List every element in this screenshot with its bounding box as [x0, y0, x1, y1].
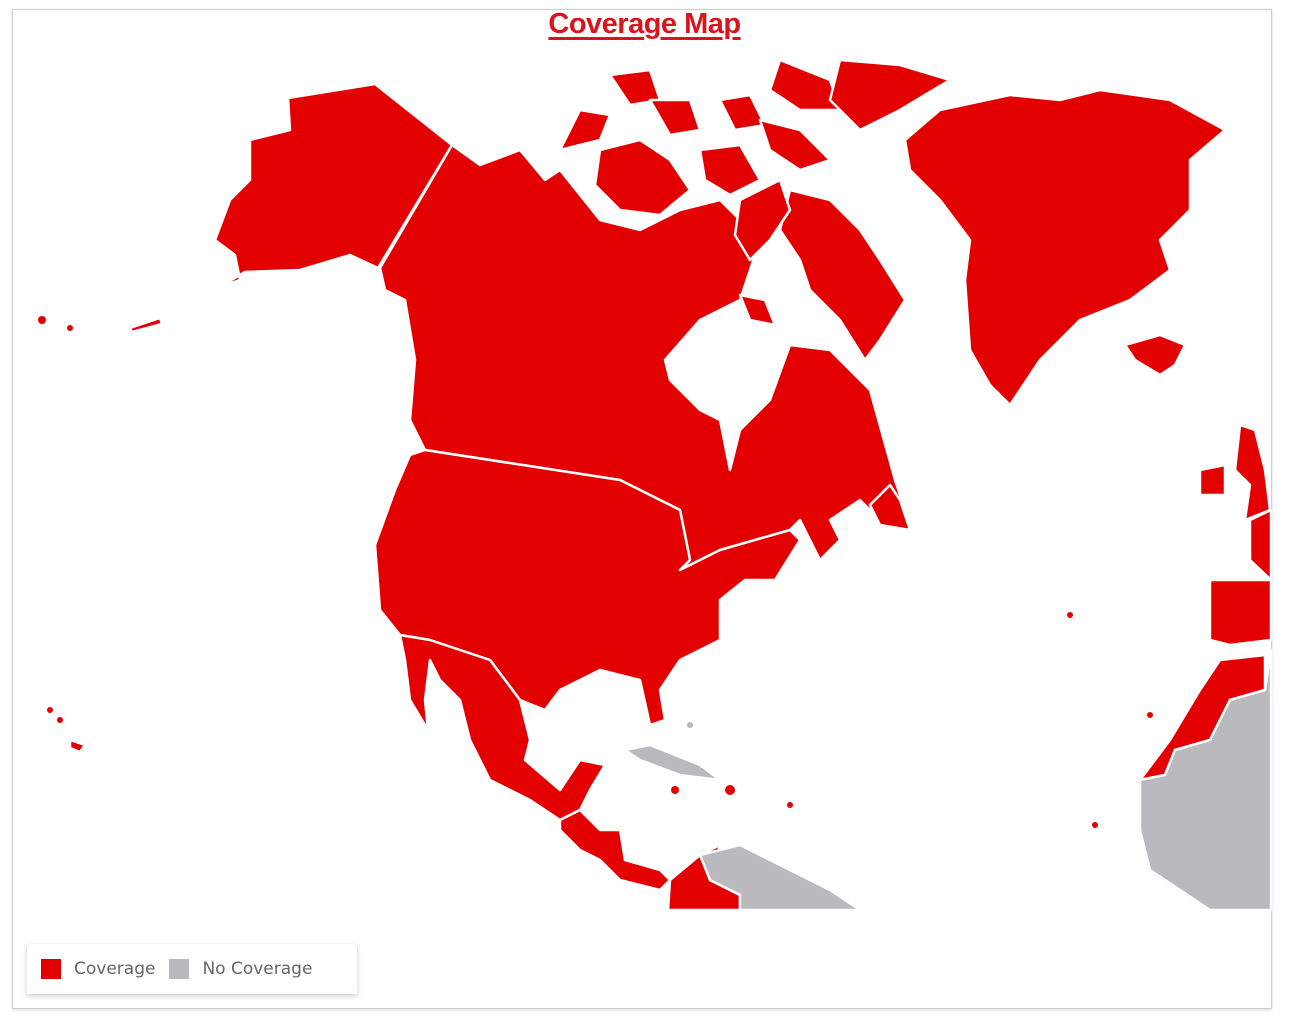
region-central-america[interactable]: [558, 808, 672, 892]
legend-swatch-no-coverage: [169, 959, 190, 979]
region-arctic-island[interactable]: [558, 108, 612, 152]
region-arctic-island[interactable]: [593, 138, 692, 217]
region-island: [38, 316, 46, 324]
region-bahamas: [687, 722, 693, 728]
region-arctic-island[interactable]: [758, 118, 832, 172]
region-united-kingdom[interactable]: [1233, 423, 1272, 522]
region-island: [67, 325, 73, 331]
region-aleutian[interactable]: [128, 316, 164, 334]
region-island: [57, 717, 63, 723]
legend-label-coverage[interactable]: Coverage: [74, 959, 156, 979]
region-island: [1092, 822, 1098, 828]
region-baffin-island[interactable]: [778, 188, 907, 362]
region-west-africa[interactable]: [1138, 648, 1273, 912]
legend-label-no-coverage[interactable]: No Coverage: [202, 959, 313, 979]
region-iceland[interactable]: [1123, 333, 1187, 377]
region-greenland[interactable]: [903, 88, 1227, 407]
legend-swatch-coverage: [41, 959, 61, 979]
region-arctic-island[interactable]: [698, 143, 762, 197]
region-iberia[interactable]: [1208, 578, 1273, 647]
region-venezuela[interactable]: [698, 843, 862, 912]
map-title: Coverage Map: [548, 8, 741, 40]
region-island: [1067, 612, 1073, 618]
region-france[interactable]: [1248, 508, 1273, 582]
region-cuba[interactable]: [623, 743, 722, 782]
region-island: [47, 707, 53, 713]
region-island: [725, 785, 735, 795]
region-island: [1147, 712, 1153, 718]
region-hudson-island[interactable]: [738, 293, 777, 327]
region-island: [787, 802, 793, 808]
region-hawaii[interactable]: [68, 738, 87, 754]
region-arctic-island[interactable]: [733, 178, 792, 262]
map-legend: Coverage No Coverage: [27, 944, 357, 994]
region-newfoundland[interactable]: [868, 483, 912, 532]
region-arctic-island[interactable]: [768, 58, 842, 112]
region-ireland[interactable]: [1198, 463, 1227, 497]
region-arctic-island[interactable]: [828, 58, 952, 132]
region-arctic-island[interactable]: [648, 98, 702, 137]
region-arctic-island[interactable]: [718, 93, 767, 132]
region-island: [671, 786, 679, 794]
